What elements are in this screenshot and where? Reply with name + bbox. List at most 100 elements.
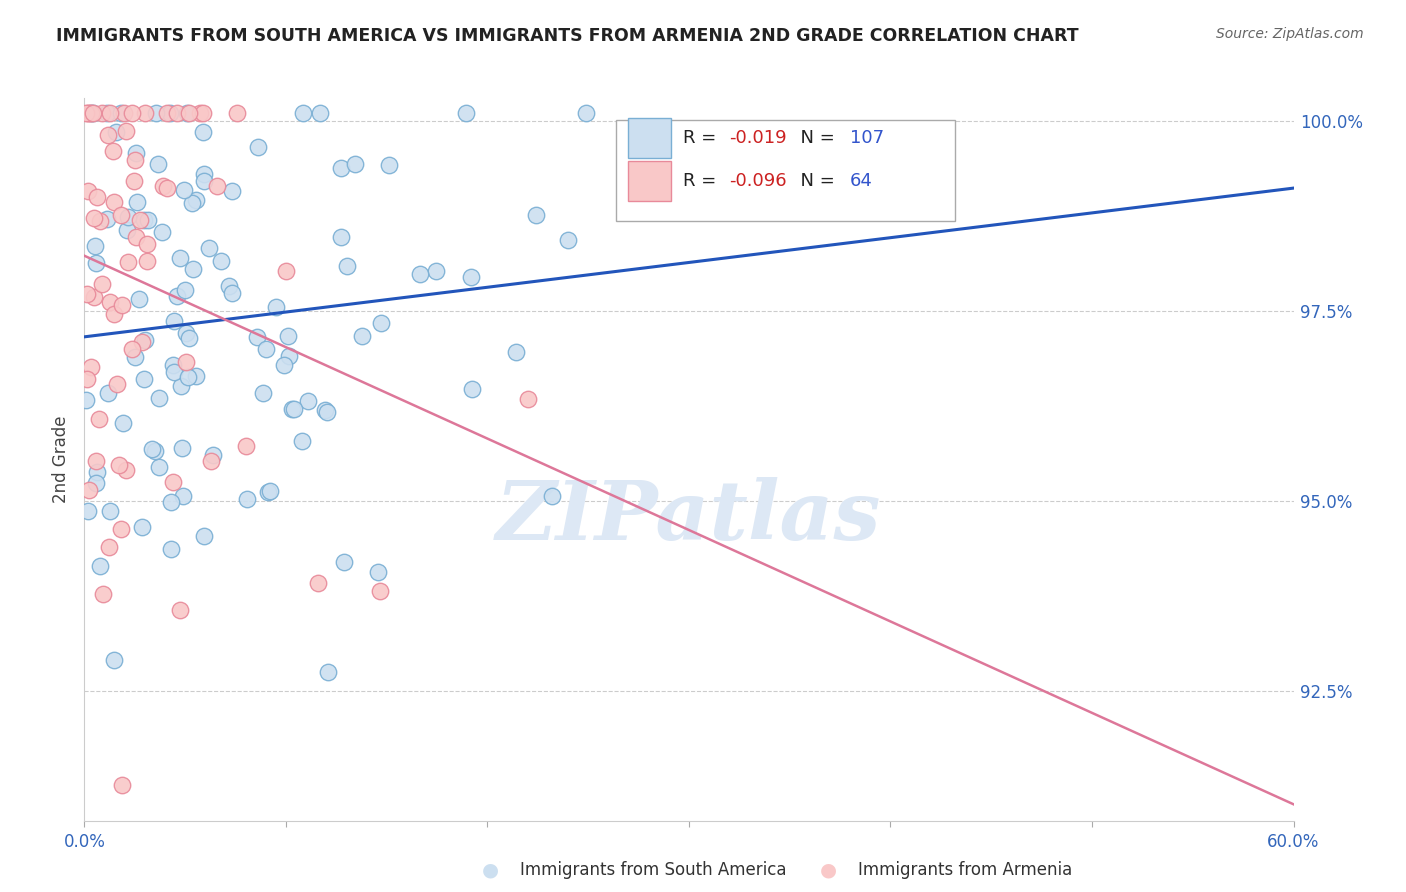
- Point: [77, 504, 100, 518]
- Point: [329, 230, 352, 244]
- Point: [174, 326, 197, 340]
- Point: [76, 184, 98, 198]
- Point: [103, 653, 125, 667]
- Point: [117, 255, 139, 269]
- Point: [96, 212, 118, 227]
- Point: [336, 260, 359, 274]
- Point: [184, 369, 207, 384]
- Point: [273, 358, 295, 372]
- Point: [461, 383, 484, 397]
- Point: [252, 386, 274, 401]
- Point: [84, 239, 107, 253]
- Point: [291, 434, 314, 448]
- Point: [148, 459, 170, 474]
- Point: [460, 270, 482, 285]
- Point: [205, 179, 228, 194]
- Point: [96, 128, 118, 143]
- Point: [111, 298, 134, 312]
- Point: [82, 106, 104, 120]
- Text: 107: 107: [849, 128, 884, 147]
- Point: [209, 253, 232, 268]
- Point: [148, 391, 170, 405]
- Point: [169, 602, 191, 616]
- Point: [103, 307, 125, 321]
- Point: [333, 555, 356, 569]
- Point: [409, 267, 432, 281]
- Point: [221, 286, 243, 301]
- Point: [125, 146, 148, 161]
- Point: [170, 441, 193, 455]
- Point: [159, 495, 181, 509]
- Point: [112, 416, 135, 430]
- Point: [86, 465, 108, 479]
- Point: [159, 106, 181, 120]
- Point: [135, 253, 157, 268]
- Point: [173, 183, 195, 197]
- Text: N =: N =: [789, 172, 841, 190]
- Point: [172, 489, 194, 503]
- Point: [613, 158, 636, 172]
- Point: [193, 125, 215, 139]
- Point: [90, 277, 112, 291]
- Point: [177, 331, 200, 345]
- Point: [121, 342, 143, 356]
- Point: [96, 106, 118, 120]
- Text: N =: N =: [789, 128, 841, 147]
- Point: [89, 559, 111, 574]
- Point: [343, 157, 366, 171]
- Point: [135, 237, 157, 252]
- Point: [350, 328, 373, 343]
- Point: [77, 106, 100, 120]
- Point: [98, 540, 121, 554]
- Point: [84, 453, 107, 467]
- Point: [225, 106, 247, 120]
- Point: [163, 314, 186, 328]
- Point: [98, 503, 121, 517]
- Point: [129, 213, 152, 227]
- Text: Immigrants from South America: Immigrants from South America: [520, 861, 787, 879]
- Point: [557, 233, 579, 247]
- Point: [169, 251, 191, 265]
- Point: [193, 174, 215, 188]
- Point: [173, 283, 195, 297]
- Point: [83, 211, 105, 226]
- Point: [259, 484, 281, 499]
- Point: [186, 193, 208, 207]
- Text: R =: R =: [683, 172, 721, 190]
- Point: [425, 264, 447, 278]
- Point: [115, 463, 138, 477]
- Point: [277, 328, 299, 343]
- Point: [108, 458, 131, 473]
- Point: [166, 106, 188, 120]
- Text: R =: R =: [683, 128, 721, 147]
- Point: [159, 541, 181, 556]
- Point: [80, 359, 103, 374]
- Point: [235, 491, 257, 506]
- Text: ●: ●: [482, 860, 499, 880]
- Point: [110, 106, 132, 120]
- Point: [163, 365, 186, 379]
- Point: [314, 402, 336, 417]
- Point: [256, 485, 278, 500]
- Point: [201, 448, 224, 462]
- Point: [125, 195, 148, 210]
- Point: [75, 106, 97, 120]
- FancyBboxPatch shape: [616, 120, 955, 221]
- Point: [124, 153, 146, 167]
- Point: [278, 349, 301, 363]
- Point: [266, 300, 288, 314]
- Point: [193, 106, 215, 120]
- Point: [76, 372, 98, 386]
- Point: [80, 106, 103, 120]
- Point: [307, 576, 329, 591]
- Point: [89, 214, 111, 228]
- Point: [235, 439, 257, 453]
- Point: [141, 442, 163, 456]
- Point: [318, 665, 340, 680]
- Point: [103, 194, 125, 209]
- Point: [112, 106, 135, 120]
- Point: [115, 223, 138, 237]
- Point: [246, 140, 269, 154]
- Point: [152, 179, 174, 194]
- Point: [297, 394, 319, 409]
